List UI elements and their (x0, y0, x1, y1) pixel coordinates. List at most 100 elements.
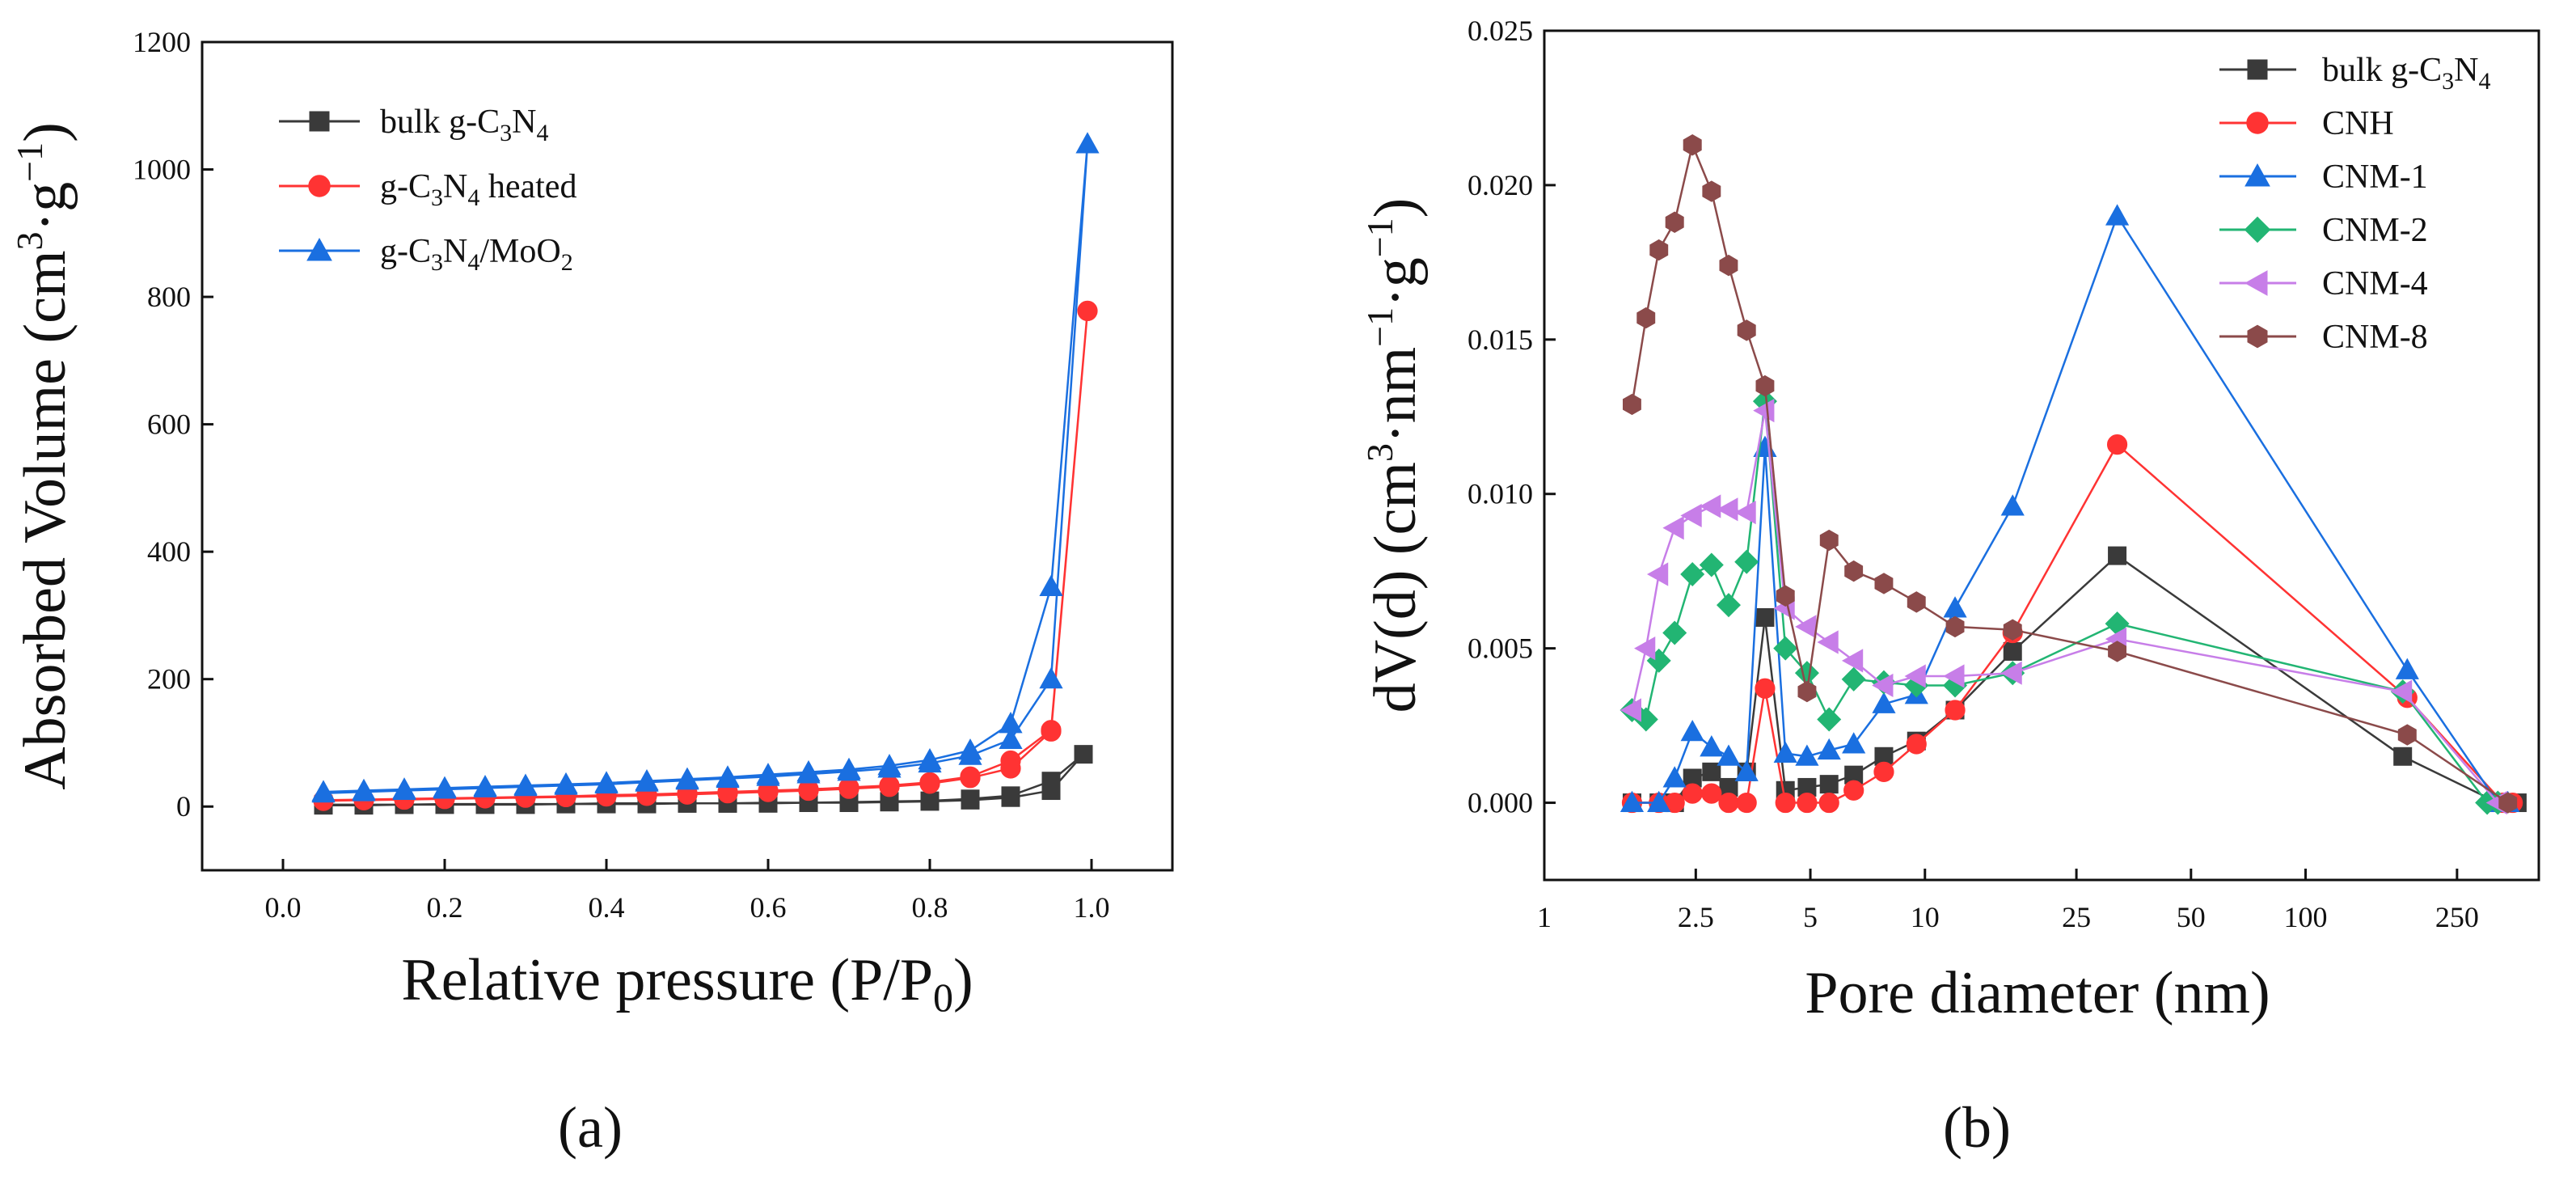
panel-a-data-point (958, 743, 982, 765)
panel-b-data-point (1662, 516, 1684, 540)
panel-b-data-point (1680, 719, 1704, 742)
panel-b-y-tick-label: 0.005 (1467, 632, 1533, 665)
panel-b-data-point (1797, 792, 1818, 814)
panel-a-data-point (675, 768, 699, 790)
panel-a-series-line (323, 311, 1089, 802)
panel-b-data-point (1776, 585, 1795, 607)
panel-b-data-point (1945, 700, 1966, 721)
panel-b-data-point (2106, 434, 2128, 455)
panel-b-legend-marker (2247, 324, 2268, 349)
panel-b-data-point (1755, 374, 1775, 397)
panel-b-data-point (2000, 494, 2025, 516)
panel-b-data-point (1719, 254, 1738, 277)
panel-b-data-point (1701, 783, 1722, 804)
panel-b-data-point (1662, 620, 1687, 645)
panel-b-data-point (1702, 762, 1721, 781)
panel-a-data-point (1074, 745, 1093, 764)
panel-b-data-point (1844, 560, 1864, 582)
panel-b-series-line (1631, 401, 2498, 804)
panel-b-data-point (1734, 759, 1759, 781)
panel-b-data-point (1755, 678, 1776, 699)
panel-a-data-point (594, 772, 619, 794)
panel-b-data-point (1795, 744, 1819, 766)
panel-a-y-tick-label: 600 (147, 408, 191, 441)
panel-b-legend-label: CNM-4 (2322, 265, 2428, 302)
panel-b-data-point (1773, 636, 1798, 661)
panel-a-x-tick-label: 0.6 (750, 891, 787, 924)
panel-b-data-point (1737, 319, 1756, 341)
panel-a-y-tick-label: 0 (176, 790, 191, 823)
panel-b-data-point (1819, 529, 1839, 552)
panel-b-x-tick-label: 25 (2062, 901, 2091, 933)
panel-b-data-point (1817, 707, 1842, 732)
panel-b-legend-marker (2247, 59, 2268, 80)
panel-b-data-point (1647, 790, 1671, 813)
panel-b-data-point (2003, 619, 2022, 641)
panel-a-data-point (960, 768, 981, 789)
panel-b-y-tick-label: 0.000 (1467, 787, 1533, 819)
panel-b-data-point (1680, 503, 1702, 528)
panel-b-y-tick-label: 0.015 (1467, 324, 1533, 356)
panel-b-y-tick-label: 0.025 (1467, 15, 1533, 47)
panel-a-y-tick-label: 1200 (133, 26, 191, 58)
panel-b-data-point (1906, 734, 1927, 755)
panel-b-series-0 (1622, 546, 2527, 813)
panel-a-series-2 (311, 132, 1100, 803)
panel-b-x-tick-label: 250 (2435, 901, 2479, 933)
panel-a-x-tick-label: 1.0 (1074, 891, 1110, 924)
panel-b-label: (b) (1943, 1095, 2011, 1160)
panel-a-chart: 0 200 400 600 800 1000 1200 0.0 0.2 0.4 0.6 0.8 1.0… (9, 26, 1174, 1160)
panel-a-data-point (879, 776, 900, 797)
panel-a-x-tick-label: 0.2 (427, 891, 463, 924)
panel-b-legend-marker (2244, 216, 2271, 243)
panel-b-series-2 (1620, 204, 2520, 813)
panel-b-legend-label: CNM-1 (2322, 159, 2428, 196)
panel-a-legend-marker (309, 111, 330, 132)
panel-a-data-point (513, 775, 538, 797)
panel-a-data-point (554, 773, 578, 795)
panel-a-series (311, 132, 1100, 815)
panel-b-series-line (1632, 214, 2508, 804)
panel-a-data-point (838, 778, 859, 799)
panel-a-data-point (756, 764, 780, 786)
panel-b-data-point (1873, 761, 1894, 782)
panel-a-x-tick-label: 0.0 (265, 891, 302, 924)
panel-a-data-point (352, 780, 376, 802)
panel-b-data-point (1872, 673, 1894, 698)
panel-b-legend-marker (2244, 270, 2268, 296)
panel-b-data-point (2393, 747, 2413, 766)
panel-a-x-tick-label: 0.4 (589, 891, 625, 924)
panel-b-x-axis-title: Pore diameter (nm) (1805, 960, 2270, 1026)
panel-b-data-point (1699, 552, 1724, 577)
panel-b-data-point (1620, 790, 1645, 813)
panel-b-x-tick-label: 1 (1537, 901, 1552, 933)
panel-a-data-point (877, 756, 902, 778)
panel-b-data-point (1872, 692, 1896, 713)
panel-a-data-point (311, 780, 336, 803)
panel-b-legend-label: CNM-2 (2322, 212, 2428, 249)
panel-b-legend-label: CNM-8 (2322, 319, 2428, 356)
panel-b-plot-frame (1543, 29, 2540, 882)
panel-a-data-point (1000, 758, 1021, 779)
panel-b-legend-label: bulk g-C3N4 (2322, 52, 2491, 95)
panel-a-data-point (919, 773, 940, 794)
panel-b-data-point (2105, 204, 2130, 226)
panel-a-legend-label: g-C3N4/MoO2 (380, 233, 573, 276)
panel-b-data-point (1636, 307, 1656, 329)
panel-a-data-point (798, 780, 819, 802)
panel-a-legend-marker (306, 237, 332, 261)
panel-b-series (1620, 134, 2527, 815)
panel-a-legend: bulk g-C3N4 g-C3N4 heated g-C3N4/MoO2 (279, 104, 576, 276)
panel-a-y-tick-label: 1000 (133, 154, 191, 186)
panel-b-data-point (1633, 637, 1656, 661)
panel-a-label: (a) (558, 1095, 623, 1160)
panel-a-data-point (1041, 721, 1062, 742)
panel-a-data-point (1039, 574, 1063, 596)
panel-b-data-point (1702, 180, 1721, 202)
panel-a-y-tick-label: 200 (147, 663, 191, 696)
panel-b-data-point (2108, 641, 2126, 662)
panel-a-y-ticks: 0 200 400 600 800 1000 1200 (133, 26, 213, 823)
panel-b-data-point (1683, 134, 1702, 156)
panel-b-data-point (2000, 661, 2022, 685)
